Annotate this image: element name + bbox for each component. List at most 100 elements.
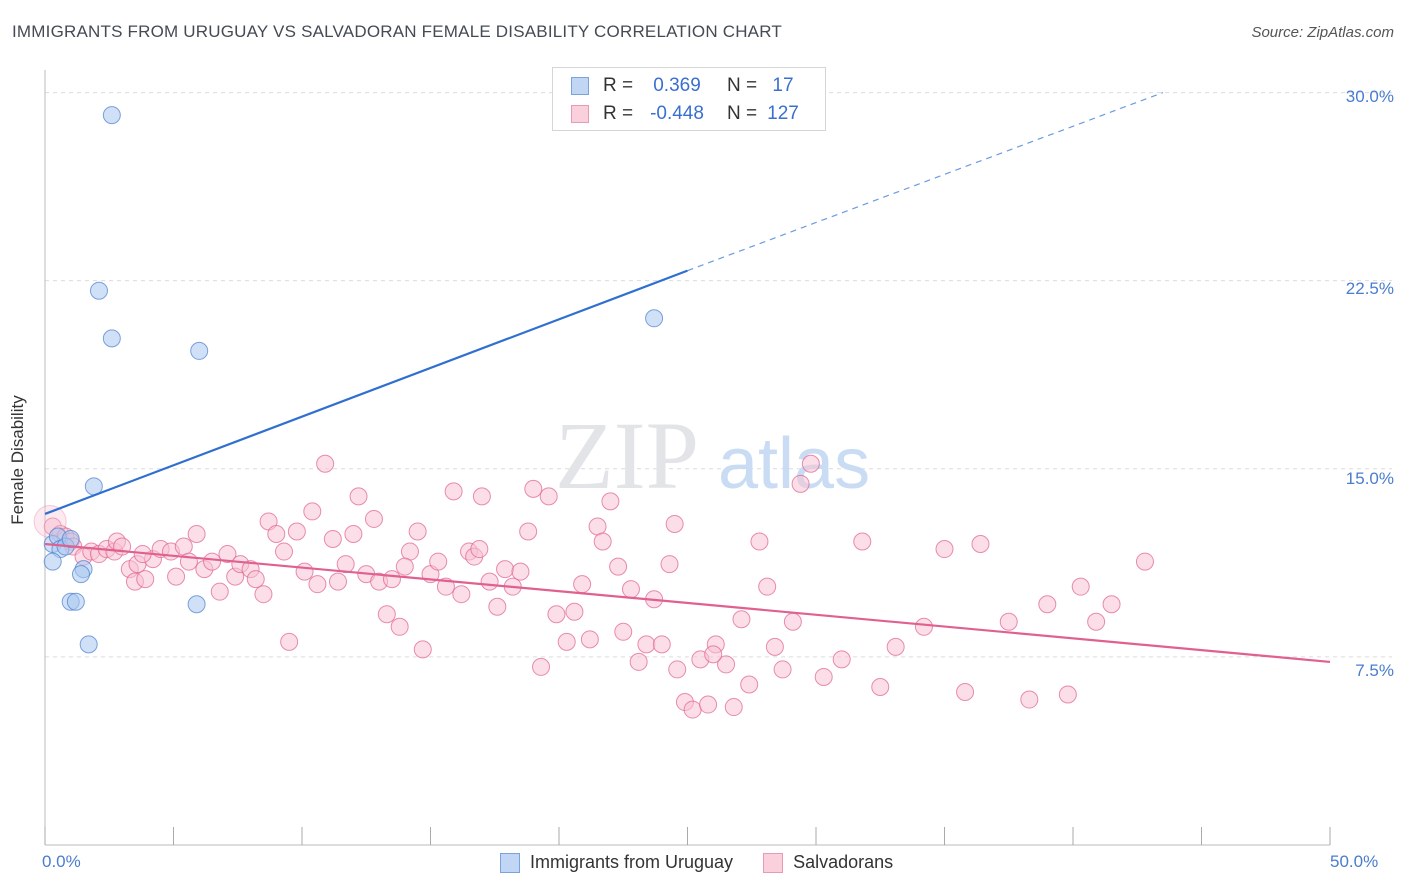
salvadoran-point	[519, 522, 538, 541]
legend-label: Immigrants from Uruguay	[530, 852, 734, 872]
legend-swatch	[763, 852, 784, 873]
y-tick-label: 22.5%	[1345, 279, 1394, 298]
salvadoran-point	[665, 514, 684, 533]
salvadoran-point	[956, 683, 975, 702]
salvadoran-point	[395, 557, 414, 576]
salvadoran-point	[637, 635, 656, 654]
salvadoran-point	[740, 675, 759, 694]
salvadoran-point	[652, 635, 671, 654]
salvadoran-point	[303, 502, 322, 521]
salvadoran-point	[1038, 595, 1057, 614]
salvadoran-point	[609, 557, 628, 576]
uruguay-trend-line	[44, 269, 688, 515]
legend-row-uruguay: R = 0.369 N = 17	[571, 74, 801, 98]
salvadoran-point	[496, 560, 515, 579]
uruguay-trend-extension	[687, 92, 1164, 272]
salvadoran-point	[791, 474, 810, 493]
n-value: 127	[767, 103, 799, 124]
salvadoran-point	[699, 695, 718, 714]
uruguay-point	[187, 595, 206, 614]
watermark: ZIP atlas	[555, 402, 870, 509]
salvadoran-point	[886, 637, 905, 656]
legend-item-salvadorans: Salvadorans	[763, 852, 893, 873]
salvadoran-point	[488, 597, 507, 616]
salvadoran-point	[1058, 685, 1077, 704]
salvadoran-point	[436, 577, 455, 596]
correlation-legend: R = 0.369 N = 17 R = -0.448 N = 127	[552, 67, 826, 131]
salvadoran-point	[246, 570, 265, 589]
uruguay-point	[61, 530, 80, 549]
salvadoran-point	[308, 575, 327, 594]
r-label: R =	[603, 103, 634, 124]
uruguay-point	[190, 341, 209, 360]
salvadoran-point	[390, 617, 409, 636]
salvadoran-point	[136, 570, 155, 589]
salvadoran-point	[557, 632, 576, 651]
salvadoran-point	[588, 517, 607, 536]
salvadoran-point	[377, 605, 396, 624]
legend-label: Salvadorans	[793, 852, 894, 872]
salvadoran-point	[565, 602, 584, 621]
series-legend: Immigrants from Uruguay Salvadorans	[500, 852, 923, 873]
salvadoran-point	[1135, 552, 1154, 571]
salvadoran-point	[935, 540, 954, 559]
n-label: N =	[727, 75, 758, 96]
salvadoran-point	[717, 655, 736, 674]
salvadoran-point	[580, 630, 599, 649]
x-tick-label: 0.0%	[42, 852, 81, 871]
salvadoran-point	[287, 522, 306, 541]
y-axis-label: Female Disability	[8, 395, 27, 525]
salvadoran-point	[732, 610, 751, 629]
watermark-atlas: atlas	[718, 424, 870, 504]
salvadoran-point	[971, 535, 990, 554]
salvadoran-point	[328, 572, 347, 591]
salvadoran-point	[773, 660, 792, 679]
salvadoran-point	[704, 645, 723, 664]
salvadoran-point	[1071, 577, 1090, 596]
uruguay-point	[89, 281, 108, 300]
salvadoran-point	[914, 617, 933, 636]
salvadoran-point	[187, 524, 206, 543]
legend-row-salvadorans: R = -0.448 N = 127	[571, 102, 801, 126]
salvadoran-point	[344, 524, 363, 543]
salvadoran-point	[408, 522, 427, 541]
salvadoran-point	[316, 454, 335, 473]
trend-lines	[44, 92, 1331, 664]
salvadoran-point	[429, 552, 448, 571]
salvadoran-point	[765, 637, 784, 656]
salvadoran-point	[547, 605, 566, 624]
salvadoran-point	[683, 700, 702, 719]
salvadoran-point	[511, 562, 530, 581]
salvadoran-point	[364, 509, 383, 528]
salvadoran-point	[295, 562, 314, 581]
y-tick-label: 15.0%	[1345, 469, 1394, 488]
n-value: 17	[772, 75, 794, 96]
salvadoran-point	[668, 660, 687, 679]
x-tick-label: 50.0%	[1330, 852, 1379, 871]
salvadoran-point	[413, 640, 432, 659]
salvadoran-point	[267, 524, 286, 543]
salvadoran-point	[254, 585, 273, 604]
uruguay-point	[102, 106, 121, 125]
legend-swatch	[571, 105, 589, 123]
salvadoran-point	[452, 585, 471, 604]
salvadoran-point	[814, 667, 833, 686]
salvadoran-point	[999, 612, 1018, 631]
salvadoran-point	[210, 582, 229, 601]
legend-swatch	[500, 852, 520, 873]
salvadoran-point	[629, 652, 648, 671]
salvadoran-point	[280, 632, 299, 651]
salvadoran-trend-line	[44, 542, 1331, 664]
source-label: Source: ZipAtlas.com	[1251, 24, 1394, 41]
n-label: N =	[727, 103, 758, 124]
salvadoran-point	[871, 677, 890, 696]
salvadoran-point	[614, 622, 633, 641]
salvadoran-point	[1102, 595, 1121, 614]
y-tick-label: 30.0%	[1345, 87, 1394, 106]
salvadoran-point	[400, 542, 419, 561]
salvadoran-point	[724, 698, 743, 717]
salvadoran-point	[524, 479, 543, 498]
uruguay-point	[645, 309, 664, 328]
salvadoran-point	[323, 530, 342, 549]
salvadoran-point	[275, 542, 294, 561]
